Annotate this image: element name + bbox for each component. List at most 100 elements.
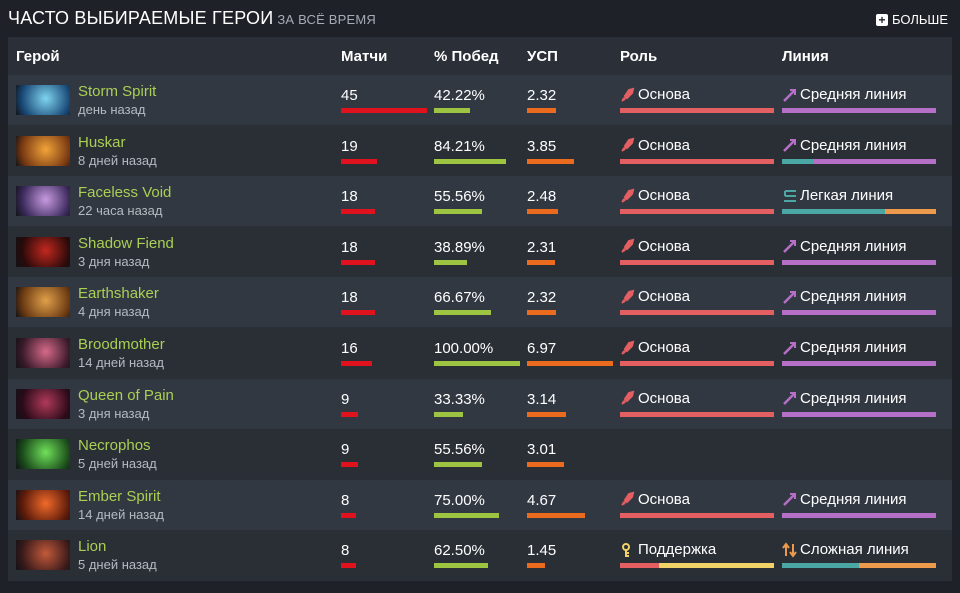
role-text: Основа <box>638 389 690 407</box>
lane-text: Средняя линия <box>800 86 907 103</box>
table-row[interactable]: Huskar 8 дней назад 19 84.21% 3.85 Основа Сред… <box>8 125 952 176</box>
matches-value: 8 <box>341 542 350 560</box>
lane-text: Средняя линия <box>800 490 907 508</box>
winrate-value: 62.50% <box>434 542 485 560</box>
lane-bar <box>782 158 936 164</box>
more-button[interactable]: + БОЛЬШЕ <box>876 12 948 27</box>
winrate-value: 55.56% <box>434 441 485 459</box>
hero-name[interactable]: Queen of Pain <box>78 386 174 404</box>
hero-name[interactable]: Broodmother <box>78 336 165 353</box>
kda-value: 2.32 <box>527 289 557 307</box>
kda-bar <box>527 108 556 113</box>
hero-portrait[interactable] <box>16 236 70 267</box>
hero-name[interactable]: Huskar <box>78 133 126 151</box>
role-bar-core <box>620 108 774 113</box>
kda-bar <box>527 563 545 569</box>
winrate-value: 75.00% <box>434 491 485 509</box>
table-row[interactable]: Queen of Pain 3 дня назад 9 33.33% 3.14 Основ… <box>8 378 952 429</box>
matches-bar <box>341 462 359 468</box>
hero-portrait[interactable] <box>16 489 70 520</box>
winrate-bar <box>434 209 482 215</box>
matches-bar <box>341 512 357 518</box>
role-label: Основа <box>620 339 690 356</box>
table-row[interactable]: Ember Spirit 14 дней назад 8 75.00% 4.67 Осно… <box>8 479 952 530</box>
lane-label: Средняя линия <box>782 238 907 255</box>
table-row[interactable]: Storm Spirit день назад 45 42.22% 2.32 Основа… <box>8 75 952 125</box>
hero-name[interactable]: Storm Spirit <box>78 83 157 100</box>
matches-bar <box>341 209 376 215</box>
sword-icon <box>620 491 636 507</box>
lane-bar <box>782 563 936 569</box>
winrate-bar <box>434 361 520 366</box>
kda-value: 3.85 <box>527 137 557 155</box>
hero-portrait[interactable] <box>16 338 70 368</box>
last-played: 5 дней назад <box>78 557 157 573</box>
last-played: 22 часа назад <box>78 203 163 219</box>
lane-bar <box>782 361 936 366</box>
section-header: ЧАСТО ВЫБИРАЕМЫЕ ГЕРОИ ЗА ВСЁ ВРЕМЯ + БОЛ… <box>8 6 952 34</box>
lane-bar-safe <box>782 158 815 164</box>
table-row[interactable]: Earthshaker 4 дня назад 18 66.67% 2.32 Основа… <box>8 277 952 328</box>
table-row[interactable]: Broodmother 14 дней назад 16 100.00% 6.97 Осн… <box>8 328 952 378</box>
role-bar <box>620 108 774 113</box>
hero-portrait[interactable] <box>16 439 70 470</box>
hero-portrait[interactable] <box>16 85 70 115</box>
matches-value: 9 <box>341 390 350 408</box>
hero-name[interactable]: Necrophos <box>78 437 151 455</box>
role-text: Основа <box>638 187 690 205</box>
kda-bar <box>527 310 556 316</box>
last-played: 14 дней назад <box>78 355 164 370</box>
hero-name[interactable]: Earthshaker <box>78 285 159 303</box>
role-bar <box>620 411 774 417</box>
table-row[interactable]: Necrophos 5 дней назад 9 55.56% 3.01 <box>8 429 952 480</box>
table-row[interactable]: Shadow Fiend 3 дня назад 18 38.89% 2.31 Основ… <box>8 226 952 277</box>
column-winrate[interactable]: % Побед <box>434 48 499 65</box>
lane-text: Средняя линия <box>800 389 907 407</box>
kda-bar <box>527 158 575 164</box>
role-text: Поддержка <box>638 541 717 559</box>
off-lane-icon <box>782 542 798 558</box>
hero-portrait[interactable] <box>16 388 70 419</box>
table-row[interactable]: Lion 5 дней назад 8 62.50% 1.45 Поддержка Слож… <box>8 530 952 581</box>
last-played: 14 дней назад <box>78 506 164 522</box>
lane-bar-off <box>885 209 936 215</box>
mid-lane-icon <box>782 390 798 406</box>
kda-value: 3.01 <box>527 441 557 459</box>
role-text: Основа <box>638 237 690 255</box>
hero-name[interactable]: Ember Spirit <box>78 487 161 505</box>
role-bar-core <box>620 411 774 417</box>
lane-bar-mid <box>782 259 936 265</box>
matches-bar <box>341 108 427 113</box>
winrate-bar <box>434 563 488 569</box>
kda-bar <box>527 259 556 265</box>
winrate-bar <box>434 158 507 164</box>
hero-portrait[interactable] <box>16 540 70 571</box>
column-hero[interactable]: Герой <box>16 48 60 65</box>
hero-portrait[interactable] <box>16 287 70 318</box>
lane-label: Средняя линия <box>782 491 907 508</box>
hero-portrait[interactable] <box>16 186 70 217</box>
role-bar <box>620 310 774 316</box>
table-row[interactable]: Faceless Void 22 часа назад 18 55.56% 2.48 Ос… <box>8 176 952 227</box>
column-lane[interactable]: Линия <box>782 48 829 65</box>
winrate-value: 33.33% <box>434 390 485 408</box>
lane-bar-mid <box>782 361 936 366</box>
support-icon <box>620 542 636 558</box>
lane-bar <box>782 411 936 417</box>
hero-name[interactable]: Faceless Void <box>78 184 172 202</box>
hero-portrait[interactable] <box>16 135 70 166</box>
role-bar <box>620 563 774 569</box>
kda-value: 1.45 <box>527 542 557 560</box>
role-text: Основа <box>638 490 690 508</box>
winrate-bar <box>434 259 468 265</box>
hero-name[interactable]: Shadow Fiend <box>78 234 174 252</box>
column-matches[interactable]: Матчи <box>341 48 388 65</box>
column-kda[interactable]: УСП <box>527 48 558 65</box>
column-role[interactable]: Роль <box>620 48 658 65</box>
hero-name[interactable]: Lion <box>78 538 107 556</box>
role-bar <box>620 512 774 518</box>
sword-icon <box>620 390 636 406</box>
mid-lane-icon <box>782 238 798 254</box>
lane-text: Средняя линия <box>800 237 907 255</box>
